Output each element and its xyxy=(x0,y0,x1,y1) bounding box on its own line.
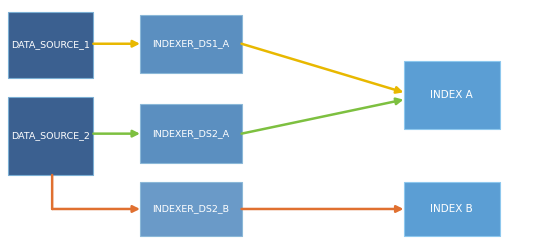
Text: DATA_SOURCE_1: DATA_SOURCE_1 xyxy=(12,40,90,50)
FancyBboxPatch shape xyxy=(404,61,500,129)
Text: INDEX B: INDEX B xyxy=(430,204,473,214)
Text: INDEXER_DS1_A: INDEXER_DS1_A xyxy=(152,39,229,48)
Text: INDEXER_DS2_A: INDEXER_DS2_A xyxy=(152,129,229,138)
FancyBboxPatch shape xyxy=(404,182,500,236)
FancyBboxPatch shape xyxy=(140,182,242,236)
FancyBboxPatch shape xyxy=(8,97,93,175)
FancyBboxPatch shape xyxy=(140,15,242,73)
FancyBboxPatch shape xyxy=(8,12,93,78)
Text: INDEX A: INDEX A xyxy=(430,90,473,100)
Text: INDEXER_DS2_B: INDEXER_DS2_B xyxy=(152,204,229,214)
Text: DATA_SOURCE_2: DATA_SOURCE_2 xyxy=(12,131,90,141)
FancyBboxPatch shape xyxy=(140,104,242,163)
